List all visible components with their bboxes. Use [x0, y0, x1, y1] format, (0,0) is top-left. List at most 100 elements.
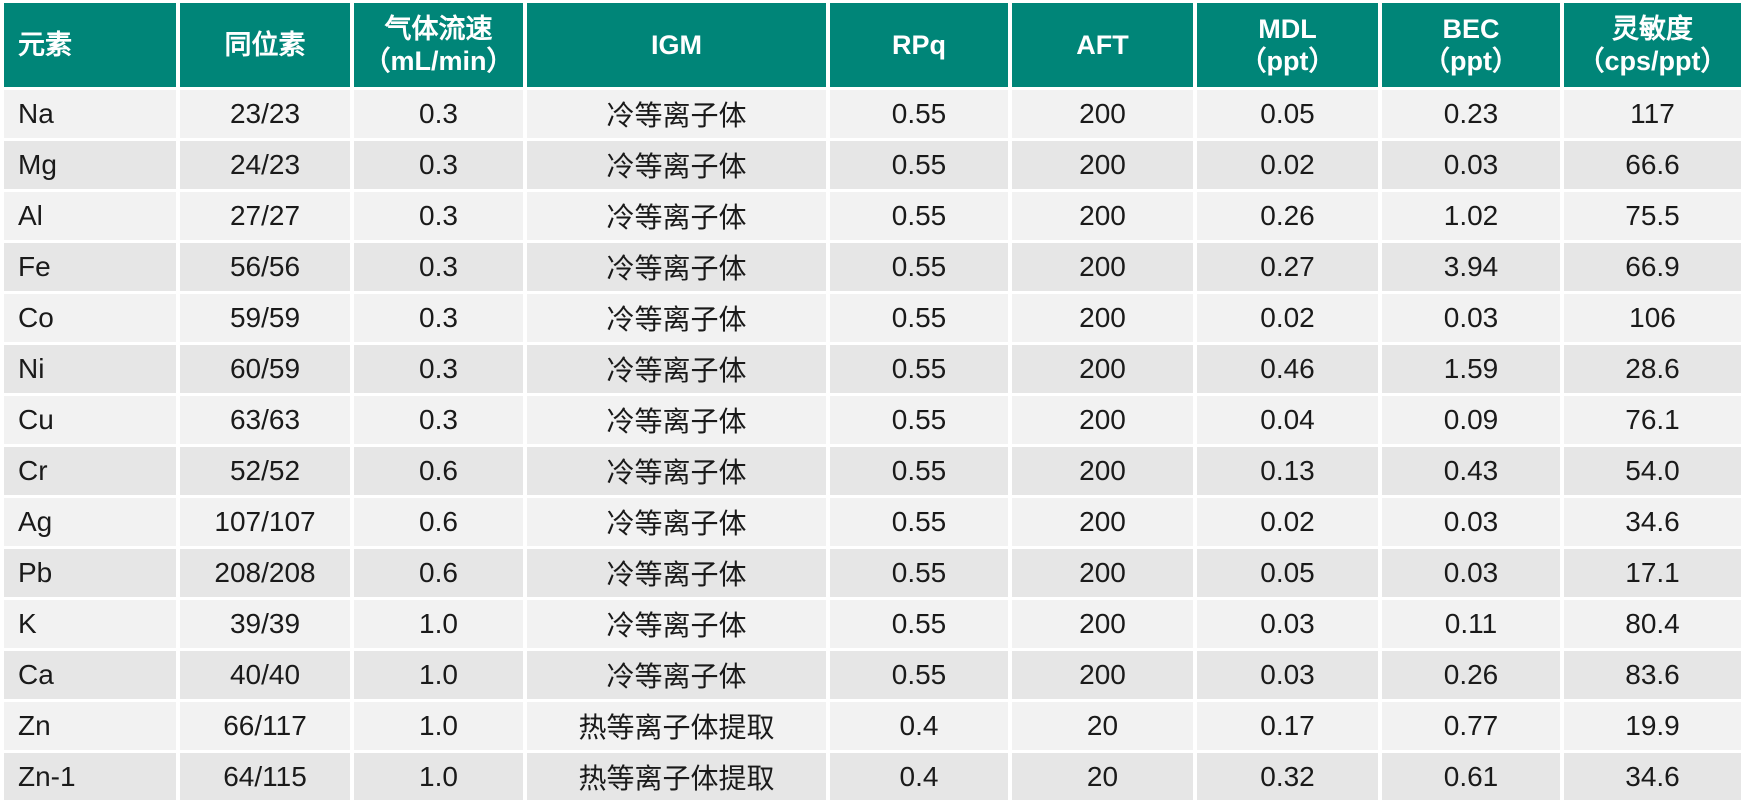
cell-rpq: 0.55 — [830, 192, 1008, 240]
column-header-gas-flow: 气体流速 （mL/min） — [354, 3, 523, 87]
cell-aft: 200 — [1012, 141, 1193, 189]
cell-element: Mg — [4, 141, 176, 189]
table-row: Zn-1 64/115 1.0 热等离子体提取 0.4 20 0.32 0.61 34.6 — [4, 753, 1741, 800]
cell-gas-flow: 0.6 — [354, 498, 523, 546]
cell-element: K — [4, 600, 176, 648]
cell-igm: 冷等离子体 — [527, 396, 826, 444]
cell-igm: 冷等离子体 — [527, 549, 826, 597]
cell-gas-flow: 0.3 — [354, 243, 523, 291]
cell-bec: 0.09 — [1382, 396, 1560, 444]
cell-igm: 热等离子体提取 — [527, 753, 826, 800]
column-header-igm: IGM — [527, 3, 826, 87]
cell-bec: 0.23 — [1382, 90, 1560, 138]
table-header: 元素 同位素 气体流速 （mL/min） IGM RPq — [4, 3, 1741, 87]
cell-mdl: 0.13 — [1197, 447, 1378, 495]
cell-igm: 冷等离子体 — [527, 600, 826, 648]
cell-bec: 0.43 — [1382, 447, 1560, 495]
cell-sensitivity: 66.9 — [1564, 243, 1741, 291]
cell-bec: 0.03 — [1382, 294, 1560, 342]
cell-element: Pb — [4, 549, 176, 597]
column-header-unit: （ppt） — [1239, 46, 1336, 76]
cell-isotope: 59/59 — [180, 294, 350, 342]
cell-aft: 200 — [1012, 549, 1193, 597]
cell-igm: 冷等离子体 — [527, 498, 826, 546]
cell-mdl: 0.05 — [1197, 549, 1378, 597]
cell-gas-flow: 1.0 — [354, 651, 523, 699]
column-header-label: IGM — [651, 30, 702, 60]
cell-sensitivity: 76.1 — [1564, 396, 1741, 444]
cell-rpq: 0.55 — [830, 600, 1008, 648]
table-row: K 39/39 1.0 冷等离子体 0.55 200 0.03 0.11 80.4 — [4, 600, 1741, 648]
cell-mdl: 0.03 — [1197, 651, 1378, 699]
cell-element: Cr — [4, 447, 176, 495]
column-header-label: 气体流速 — [384, 14, 493, 44]
cell-bec: 0.03 — [1382, 549, 1560, 597]
column-header-aft: AFT — [1012, 3, 1193, 87]
cell-bec: 0.26 — [1382, 651, 1560, 699]
column-header-label: RPq — [892, 30, 946, 60]
cell-igm: 冷等离子体 — [527, 90, 826, 138]
column-header-unit: （ppt） — [1423, 46, 1519, 76]
cell-mdl: 0.03 — [1197, 600, 1378, 648]
cell-gas-flow: 0.3 — [354, 141, 523, 189]
column-header-rpq: RPq — [830, 3, 1008, 87]
cell-isotope: 107/107 — [180, 498, 350, 546]
cell-sensitivity: 17.1 — [1564, 549, 1741, 597]
cell-sensitivity: 66.6 — [1564, 141, 1741, 189]
cell-aft: 200 — [1012, 345, 1193, 393]
cell-igm: 冷等离子体 — [527, 141, 826, 189]
cell-element: Fe — [4, 243, 176, 291]
table-row: Na 23/23 0.3 冷等离子体 0.55 200 0.05 0.23 117 — [4, 90, 1741, 138]
column-header-element: 元素 — [4, 3, 176, 87]
table-row: Ca 40/40 1.0 冷等离子体 0.55 200 0.03 0.26 83.6 — [4, 651, 1741, 699]
cell-isotope: 56/56 — [180, 243, 350, 291]
table-row: Fe 56/56 0.3 冷等离子体 0.55 200 0.27 3.94 66.9 — [4, 243, 1741, 291]
cell-igm: 冷等离子体 — [527, 294, 826, 342]
cell-element: Na — [4, 90, 176, 138]
table-row: Cu 63/63 0.3 冷等离子体 0.55 200 0.04 0.09 76.1 — [4, 396, 1741, 444]
cell-aft: 20 — [1012, 702, 1193, 750]
cell-bec: 0.03 — [1382, 498, 1560, 546]
cell-bec: 3.94 — [1382, 243, 1560, 291]
column-header-label: AFT — [1076, 30, 1129, 60]
cell-mdl: 0.27 — [1197, 243, 1378, 291]
cell-rpq: 0.55 — [830, 549, 1008, 597]
cell-rpq: 0.4 — [830, 702, 1008, 750]
cell-mdl: 0.02 — [1197, 498, 1378, 546]
table-row: Co 59/59 0.3 冷等离子体 0.55 200 0.02 0.03 106 — [4, 294, 1741, 342]
cell-aft: 200 — [1012, 192, 1193, 240]
cell-gas-flow: 0.6 — [354, 549, 523, 597]
cell-gas-flow: 0.3 — [354, 396, 523, 444]
cell-gas-flow: 1.0 — [354, 702, 523, 750]
cell-aft: 200 — [1012, 447, 1193, 495]
cell-aft: 200 — [1012, 396, 1193, 444]
column-header-label: MDL — [1258, 14, 1317, 44]
cell-aft: 200 — [1012, 498, 1193, 546]
table-row: Zn 66/117 1.0 热等离子体提取 0.4 20 0.17 0.77 19.9 — [4, 702, 1741, 750]
cell-mdl: 0.17 — [1197, 702, 1378, 750]
cell-isotope: 66/117 — [180, 702, 350, 750]
cell-gas-flow: 0.3 — [354, 345, 523, 393]
column-header-label: 元素 — [18, 30, 72, 60]
cell-aft: 200 — [1012, 90, 1193, 138]
header-row: 元素 同位素 气体流速 （mL/min） IGM RPq — [4, 3, 1741, 87]
cell-aft: 200 — [1012, 600, 1193, 648]
cell-element: Zn — [4, 702, 176, 750]
cell-rpq: 0.55 — [830, 498, 1008, 546]
cell-sensitivity: 83.6 — [1564, 651, 1741, 699]
cell-igm: 冷等离子体 — [527, 192, 826, 240]
cell-isotope: 208/208 — [180, 549, 350, 597]
cell-mdl: 0.26 — [1197, 192, 1378, 240]
cell-bec: 1.59 — [1382, 345, 1560, 393]
table-body: Na 23/23 0.3 冷等离子体 0.55 200 0.05 0.23 117 Mg 24/23… — [4, 90, 1741, 800]
cell-mdl: 0.02 — [1197, 294, 1378, 342]
cell-sensitivity: 80.4 — [1564, 600, 1741, 648]
table-row: Pb 208/208 0.6 冷等离子体 0.55 200 0.05 0.03 17.1 — [4, 549, 1741, 597]
cell-isotope: 64/115 — [180, 753, 350, 800]
cell-gas-flow: 1.0 — [354, 600, 523, 648]
cell-rpq: 0.55 — [830, 345, 1008, 393]
cell-aft: 20 — [1012, 753, 1193, 800]
cell-isotope: 24/23 — [180, 141, 350, 189]
